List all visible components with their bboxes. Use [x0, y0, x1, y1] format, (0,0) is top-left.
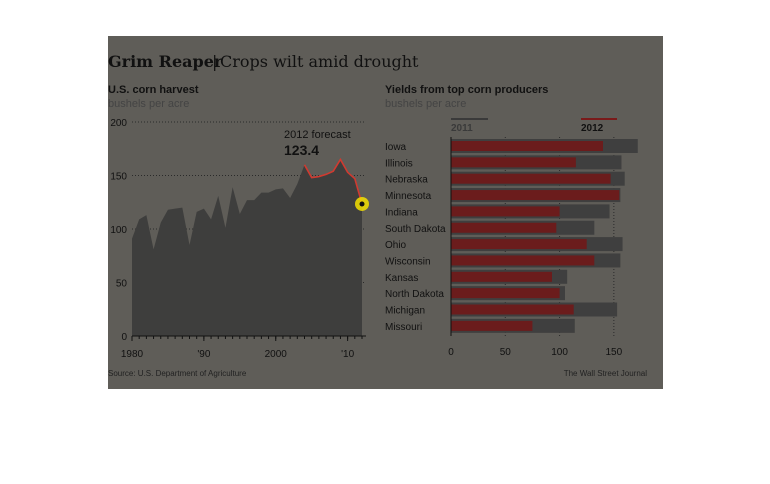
state-label: Kansas [385, 273, 418, 284]
harvest-recent-line [303, 157, 363, 205]
state-label: Minnesota [385, 191, 432, 202]
state-label: Iowa [385, 142, 407, 153]
chart-title: Grim Reaper [108, 52, 223, 71]
bar-2012 [451, 255, 595, 266]
state-label: Ohio [385, 240, 407, 251]
left-y-tick-label: 0 [121, 332, 127, 343]
left-x-tick-label: 1980 [121, 349, 144, 360]
right-bars [451, 139, 638, 333]
bar-2012 [451, 206, 560, 217]
right-x-tick-label: 0 [448, 347, 454, 358]
left-x-axis: 1980 '90 2000 '10 [121, 335, 366, 360]
chart-subtitle: Crops wilt amid drought [220, 52, 419, 71]
forecast-value: 123.4 [284, 142, 319, 158]
right-x-tick-label: 150 [606, 347, 623, 358]
right-legend: 2011 2012 [451, 118, 617, 134]
bar-2012 [451, 190, 620, 201]
legend-label-2011: 2011 [451, 123, 473, 134]
right-chart-unit: bushels per acre [385, 98, 466, 110]
source-note: Source: U.S. Department of Agriculture [108, 369, 247, 378]
left-x-tick-label: '90 [197, 349, 210, 360]
left-y-tick-label: 200 [110, 118, 127, 129]
state-label: Nebraska [385, 175, 428, 186]
state-label: Indiana [385, 207, 418, 218]
right-x-tick-label: 50 [500, 347, 512, 358]
right-chart: Yields from top corn producers bushels p… [385, 84, 638, 358]
chart-header: Grim Reaper | Crops wilt amid drought [108, 52, 419, 71]
left-plot-area [132, 157, 369, 336]
right-chart-title: Yields from top corn producers [385, 84, 548, 96]
right-x-tick-label: 100 [551, 347, 568, 358]
left-y-axis: 200 150 100 50 0 [110, 118, 127, 343]
bar-2012 [451, 173, 611, 184]
left-chart-title: U.S. corn harvest [108, 84, 199, 96]
bar-2012 [451, 320, 533, 331]
bar-2012 [451, 304, 574, 315]
bar-2012 [451, 222, 557, 233]
forecast-label: 2012 forecast [284, 129, 351, 141]
left-x-tick-label: '10 [341, 349, 354, 360]
bar-2012 [451, 239, 587, 250]
state-label: Missouri [385, 322, 422, 333]
state-label: Michigan [385, 306, 425, 317]
publisher-credit: The Wall Street Journal [564, 369, 648, 378]
right-x-axis: 0 50 100 150 [448, 137, 623, 358]
state-label: North Dakota [385, 289, 444, 300]
state-label: Illinois [385, 158, 413, 169]
left-chart: U.S. corn harvest bushels per acre 200 15… [108, 84, 369, 360]
bar-2012 [451, 288, 560, 299]
forecast-point [359, 201, 365, 207]
left-y-tick-label: 100 [110, 225, 127, 236]
right-state-labels: Iowa Illinois Nebraska Minnesota Indiana Sout… [385, 142, 446, 333]
title-separator: | [212, 52, 217, 71]
bar-2012 [451, 271, 552, 282]
harvest-area [132, 159, 362, 336]
bar-2012 [451, 157, 576, 168]
bar-2012 [451, 141, 603, 151]
left-y-tick-label: 50 [116, 279, 128, 290]
state-label: Wisconsin [385, 256, 431, 267]
left-y-tick-label: 150 [110, 172, 127, 183]
left-x-tick-label: 2000 [265, 349, 288, 360]
legend-label-2012: 2012 [581, 123, 604, 134]
state-label: South Dakota [385, 224, 446, 235]
left-chart-unit: bushels per acre [108, 98, 189, 110]
